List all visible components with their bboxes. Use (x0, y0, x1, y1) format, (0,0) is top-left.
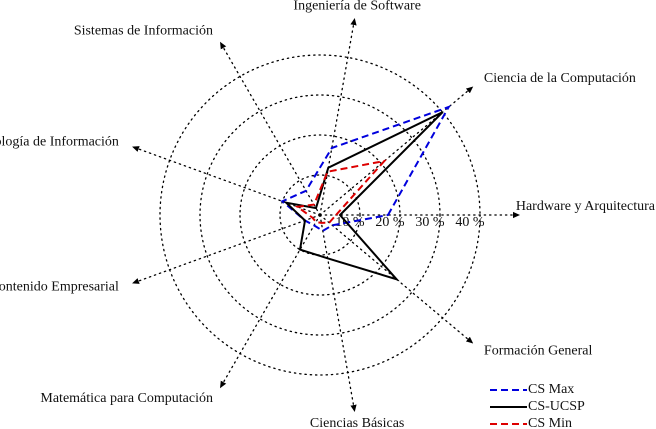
series-line (280, 105, 451, 232)
axis-line (319, 85, 474, 216)
axis-label: Hardware y Arquitectura (516, 199, 656, 214)
axis-line (131, 214, 321, 285)
axis-line (319, 214, 474, 345)
legend: CS Max CS-UCSP CS Min (490, 382, 585, 429)
axis-label: Formación General (484, 343, 593, 358)
axis-label: Matemática para Computación (40, 391, 213, 406)
legend-label: CS Max (528, 382, 574, 397)
grid-ring (279, 174, 361, 256)
series-line (294, 159, 388, 224)
series-line (283, 111, 444, 282)
grid-ring (199, 94, 441, 336)
r-tick-label: 20 % (375, 215, 405, 230)
plot (280, 105, 451, 282)
legend-label: CS Min (528, 416, 572, 429)
axis-label: Tecnología de Información (0, 135, 119, 150)
axis-label: Contenido Empresarial (0, 280, 119, 295)
axis-label: Sistemas de Información (74, 24, 213, 39)
legend-label: CS-UCSP (528, 399, 585, 414)
r-tick-label: 40 % (455, 215, 485, 230)
axis-line (319, 214, 357, 413)
axis-line (219, 41, 321, 216)
axis-label: Ingeniería de Software (293, 0, 421, 13)
r-tick-label: 30 % (415, 215, 445, 230)
axis-line (319, 17, 357, 216)
axis-line (219, 214, 321, 389)
axis-label: Ciencia de la Computación (484, 71, 636, 86)
axis-line (131, 145, 321, 216)
axis-label: Ciencias Básicas (310, 416, 404, 429)
